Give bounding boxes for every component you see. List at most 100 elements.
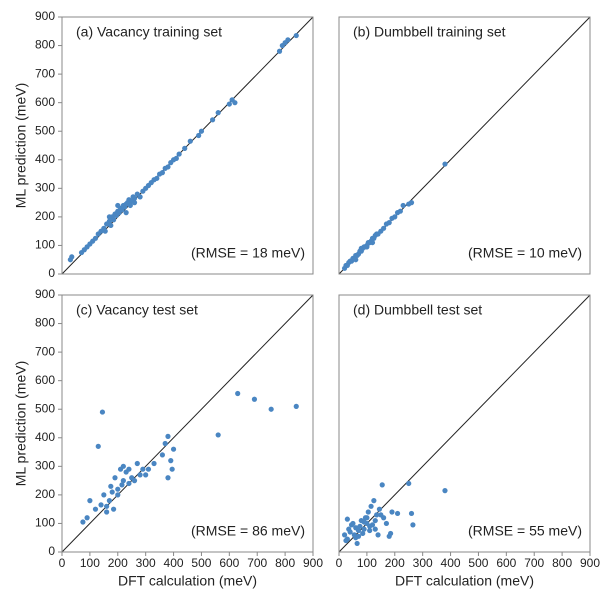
plot-frame: [338, 294, 591, 553]
point: [355, 533, 362, 539]
point: [108, 483, 114, 489]
x-tick-label: 500: [191, 556, 211, 570]
point: [154, 175, 160, 181]
point: [109, 489, 115, 495]
point: [98, 502, 104, 508]
point: [106, 218, 113, 224]
point: [127, 202, 133, 209]
y-tick-label: 200: [35, 487, 55, 501]
point: [104, 509, 110, 515]
point: [110, 217, 117, 223]
point: [162, 440, 168, 447]
point: [358, 245, 364, 251]
point: [383, 520, 390, 527]
point: [226, 101, 232, 107]
point: [106, 214, 113, 220]
point: [102, 228, 108, 234]
panel-title: (a) Vacancy training set: [76, 24, 222, 40]
point: [106, 498, 113, 504]
x-tick-label: 200: [108, 556, 128, 570]
point: [361, 519, 367, 525]
point: [232, 100, 238, 106]
point: [389, 509, 395, 515]
point: [268, 406, 274, 412]
x-tick-label: 800: [552, 556, 572, 570]
point: [367, 527, 373, 534]
point: [376, 506, 383, 512]
point: [151, 460, 157, 467]
x-tick-label: 800: [275, 556, 295, 570]
point: [379, 482, 385, 488]
point: [137, 472, 143, 478]
x-tick-label: 500: [468, 556, 488, 570]
point: [364, 515, 370, 521]
point: [120, 478, 126, 484]
point: [354, 540, 360, 547]
x-tick-label: 900: [580, 556, 600, 570]
point: [381, 515, 387, 521]
x-tick-label: 0: [336, 556, 343, 570]
point: [215, 432, 221, 438]
point: [126, 480, 132, 487]
x-tick-label: 0: [59, 556, 66, 570]
point: [196, 132, 202, 139]
x-tick-label: 600: [219, 556, 239, 570]
point: [165, 475, 171, 481]
point: [386, 220, 392, 226]
point: [110, 506, 117, 512]
y-tick-label: 200: [35, 209, 55, 223]
point: [126, 466, 132, 472]
y-tick-label: 400: [35, 152, 55, 166]
point: [368, 503, 374, 509]
x-tick-label: 100: [357, 556, 377, 570]
point: [115, 492, 121, 498]
point: [400, 202, 406, 209]
point: [115, 486, 121, 492]
panel-title: (b) Dumbbell training set: [353, 24, 506, 40]
point: [176, 151, 182, 157]
point: [120, 463, 126, 469]
point: [159, 452, 165, 458]
x-tick-label: 400: [441, 556, 461, 570]
point: [371, 498, 377, 504]
point: [131, 200, 138, 206]
plot-frame: [61, 294, 314, 553]
point: [357, 523, 363, 529]
y-tick-label: 700: [35, 66, 55, 80]
point: [137, 194, 143, 200]
point: [276, 48, 283, 54]
point: [408, 200, 415, 206]
annotation: (RMSE = 55 meV): [468, 523, 582, 539]
point: [365, 509, 371, 515]
y-tick-label: 700: [35, 344, 55, 358]
point: [92, 235, 99, 241]
panel-title: (d) Dumbbell test set: [353, 302, 482, 318]
point: [392, 214, 398, 220]
point: [344, 536, 350, 542]
point: [145, 466, 152, 472]
point: [140, 466, 146, 472]
point: [170, 446, 177, 452]
point: [397, 208, 403, 214]
y-tick-label: 800: [35, 316, 55, 330]
point: [387, 530, 394, 537]
y-tick-label: 0: [48, 544, 55, 558]
point: [372, 526, 378, 532]
point: [104, 503, 110, 509]
y-axis-label: ML prediction (meV): [13, 361, 29, 487]
y-tick-label: 800: [35, 38, 55, 52]
point: [95, 443, 101, 449]
x-tick-label: 600: [496, 556, 516, 570]
point: [112, 475, 118, 481]
point: [442, 161, 448, 167]
point: [293, 32, 299, 39]
point: [369, 239, 376, 246]
x-axis-label: DFT calculation (meV): [118, 573, 257, 589]
point: [210, 117, 216, 123]
point: [410, 522, 416, 528]
y-tick-label: 500: [35, 123, 55, 137]
point: [285, 37, 291, 43]
point: [344, 516, 350, 522]
annotation: (RMSE = 10 meV): [468, 245, 582, 261]
